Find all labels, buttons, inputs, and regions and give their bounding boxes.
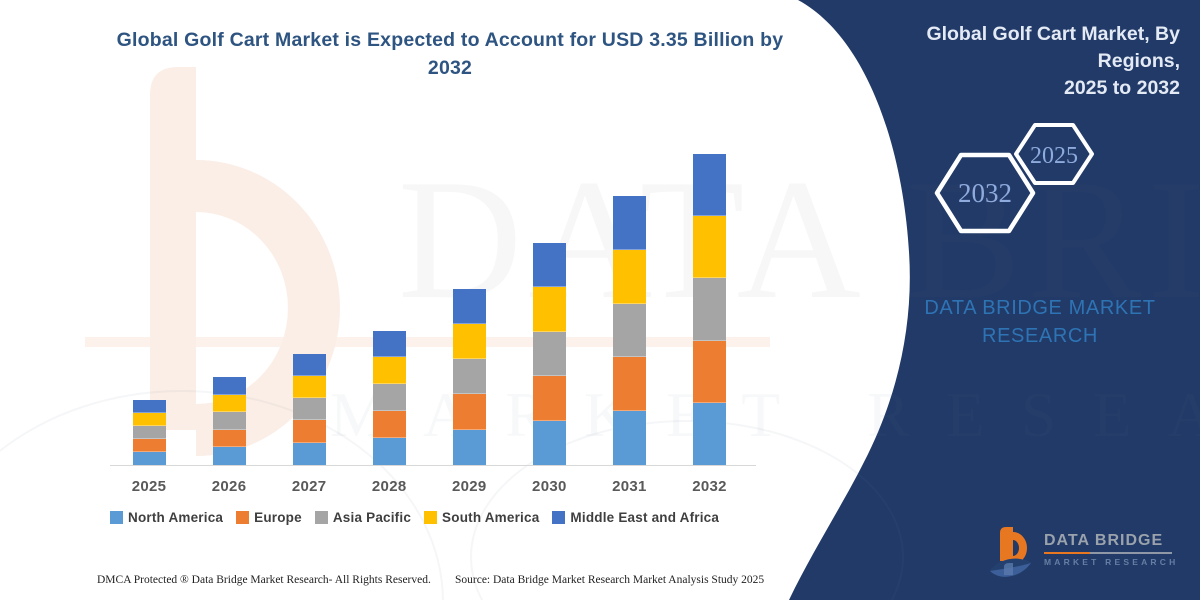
legend-swatch (110, 511, 123, 524)
panel-title-line1: Global Golf Cart Market, By Regions, (926, 23, 1180, 72)
legend-item-south-america: South America (424, 510, 539, 525)
logo-tagline-text: MARKET RESEARCH (1044, 557, 1179, 567)
legend-item-north-america: North America (110, 510, 223, 525)
legend-swatch (314, 511, 328, 524)
page-title-line1: Global Golf Cart Market is Expected to A… (116, 29, 784, 51)
legend-swatch (552, 511, 566, 524)
legend-label: South America (442, 510, 540, 525)
panel-brand-line2: RESEARCH (982, 325, 1098, 347)
page-title: Global Golf Cart Market is Expected to A… (100, 26, 800, 82)
legend-item-middle-east-and-africa: Middle East and Africa (552, 510, 719, 525)
logo-name-text: DATA BRIDGE (1044, 532, 1164, 549)
logo-divider (1044, 552, 1172, 554)
legend-label: North America (128, 510, 224, 525)
legend-label: Europe (254, 510, 302, 525)
legend-swatch (236, 511, 250, 524)
page-title-line2: 2032 (427, 57, 473, 79)
databridge-b-icon (990, 527, 1031, 577)
watermark-b-logo (150, 67, 340, 456)
legend-item-europe: Europe (236, 510, 302, 525)
footer-source-text: Source: Data Bridge Market Research Mark… (455, 574, 765, 586)
legend-item-asia-pacific: Asia Pacific (314, 510, 412, 525)
legend-label: Middle East and Africa (570, 510, 720, 525)
legend-label: Asia Pacific (332, 510, 412, 525)
panel-title-line2: 2025 to 2032 (1063, 77, 1180, 99)
databridge-logo: DATA BRIDGE MARKET RESEARCH (988, 523, 1188, 589)
legend-swatch (424, 511, 438, 524)
chart-legend: North America Europe Asia Pacific South Ame… (110, 510, 719, 525)
panel-brand-line1: DATA BRIDGE MARKET (924, 297, 1156, 319)
panel-title: Global Golf Cart Market, By Regions, 202… (840, 21, 1180, 102)
footer-dmca-text: DMCA Protected ® Data Bridge Market Rese… (97, 574, 431, 586)
panel-brand-text: DATA BRIDGE MARKET RESEARCH (900, 294, 1180, 350)
